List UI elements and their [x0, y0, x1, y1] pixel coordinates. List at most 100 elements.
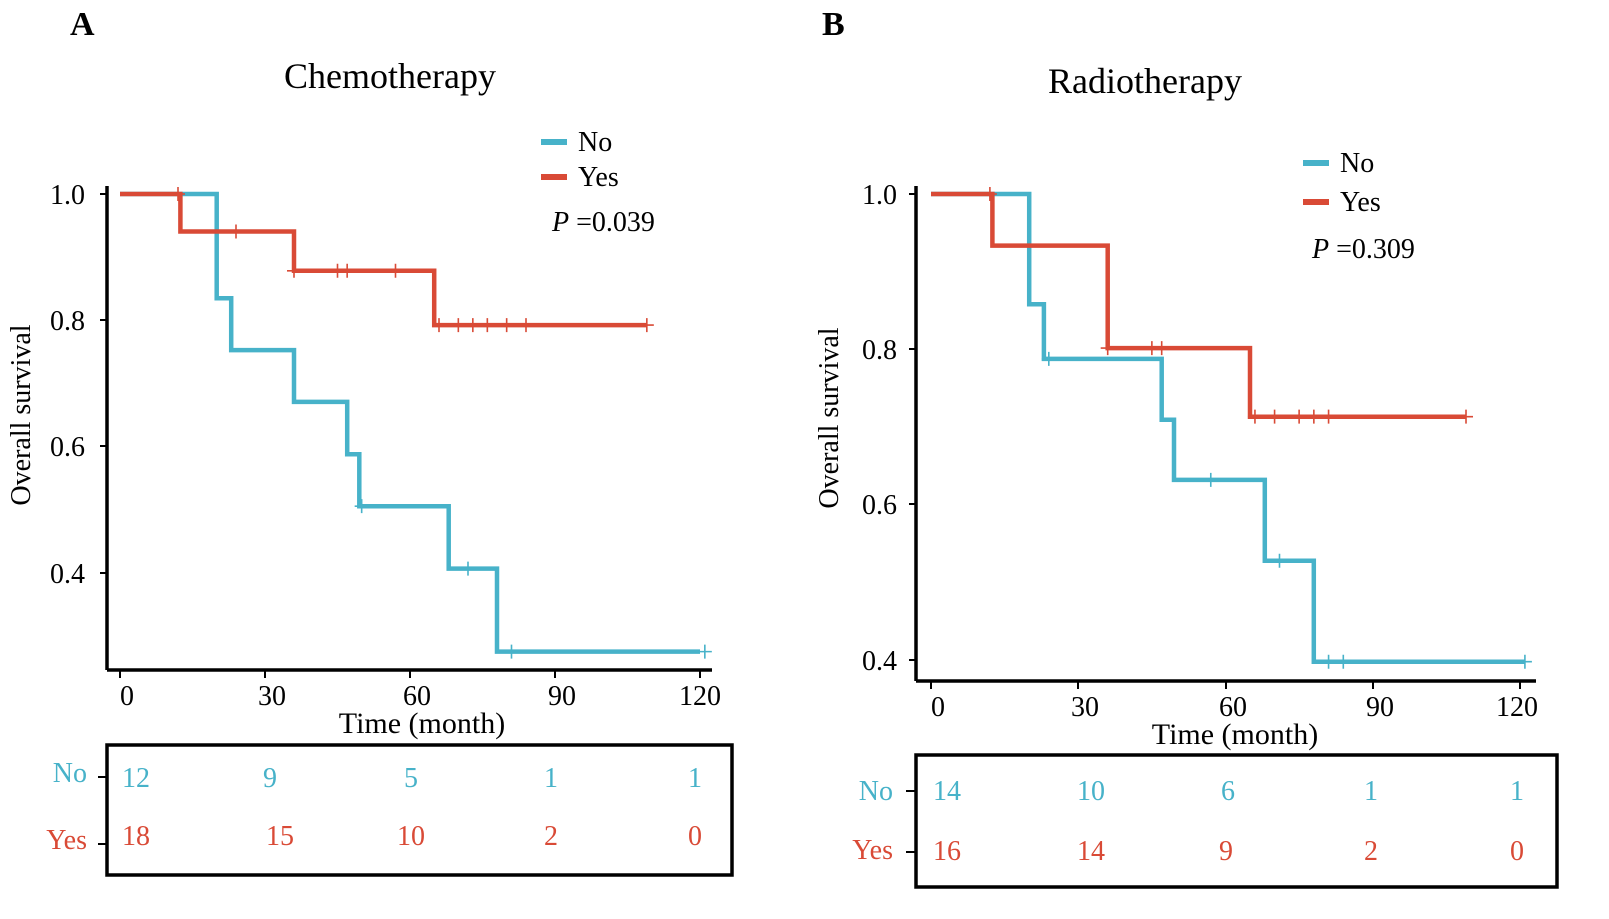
censor-mark-yes [1247, 409, 1262, 424]
risk-count: 10 [397, 821, 425, 852]
risk-count: 2 [1364, 836, 1378, 867]
y-tick-label: 0.4 [862, 646, 897, 677]
chart-title: Radiotherapy [1048, 61, 1242, 101]
censor-mark-no [504, 644, 519, 659]
censor-mark-yes [432, 318, 446, 333]
panel-a: A Chemotherapy Overall survival 0.4 0.6 … [6, 6, 734, 877]
survival-curve-yes [120, 191, 647, 328]
censor-mark-no [1041, 351, 1056, 366]
risk-count: 12 [122, 763, 150, 794]
x-tick-label: 120 [679, 681, 721, 712]
risk-row-label-yes: Yes [852, 835, 893, 866]
y-tick-label: 1.0 [862, 180, 897, 211]
x-tick-label: 120 [1496, 692, 1538, 723]
risk-count: 1 [1364, 776, 1378, 807]
censor-mark-yes [519, 318, 533, 333]
censor-mark-yes [1100, 341, 1115, 356]
x-tick-label: 90 [1366, 692, 1394, 723]
risk-count: 14 [933, 776, 961, 807]
x-tick-label: 0 [931, 692, 945, 723]
censor-mark-yes [229, 224, 243, 239]
censor-mark-no [1517, 654, 1532, 669]
risk-count: 0 [688, 821, 702, 852]
x-tick-label: 30 [258, 681, 286, 712]
risk-row-label-no: No [859, 776, 893, 807]
risk-count: 1 [688, 763, 702, 794]
risk-count: 5 [404, 763, 418, 794]
censor-mark-yes [1292, 409, 1307, 424]
chart-title: Chemotherapy [284, 56, 496, 96]
risk-count: 15 [266, 821, 294, 852]
y-tick-label: 0.6 [50, 432, 85, 463]
censor-mark-no [1321, 654, 1336, 669]
censor-mark-yes [340, 263, 355, 278]
censor-mark-yes [1154, 341, 1169, 356]
x-ticks [119, 670, 701, 678]
legend: No Yes [541, 127, 619, 193]
x-tick-label: 90 [548, 681, 576, 712]
p-value: P =0.309 [1311, 234, 1415, 265]
panel-label: B [822, 6, 845, 43]
censor-mark-no [697, 644, 712, 659]
censor-mark-yes [982, 187, 997, 201]
x-tick-labels: 0 30 60 90 120 [120, 681, 721, 712]
x-tick-label: 30 [1071, 692, 1099, 723]
x-axis-label: Time (month) [339, 707, 505, 740]
risk-count: 18 [122, 821, 150, 852]
y-axis-label: Overall survival [814, 327, 845, 508]
x-tick-label: 0 [120, 681, 134, 712]
censor-mark-no [1336, 654, 1351, 669]
survival-curve-no [120, 191, 700, 654]
risk-count: 6 [1221, 776, 1235, 807]
censor-mark-yes [171, 187, 185, 201]
legend-label-yes: Yes [1340, 187, 1381, 218]
x-tick-labels: 0 30 60 90 120 [931, 692, 1538, 723]
survival-curve-yes [931, 191, 1466, 419]
panel-b: B Radiotherapy Overall survival 0.4 0.6 … [814, 6, 1559, 889]
risk-count: 0 [1510, 836, 1524, 867]
risk-table: No Yes 12 9 5 1 1 18 15 10 2 0 [46, 743, 734, 877]
survival-curve-no [931, 191, 1525, 664]
p-value: P =0.039 [551, 207, 655, 238]
censor-mark-no [1203, 472, 1218, 487]
censor-mark-yes [388, 263, 403, 278]
risk-count: 9 [1219, 836, 1233, 867]
y-tick-label: 0.8 [862, 335, 897, 366]
x-tick-label: 60 [1219, 692, 1247, 723]
censor-mark-yes [480, 318, 495, 333]
legend-label-no: No [1340, 148, 1374, 179]
y-tick-label: 0.6 [862, 490, 897, 521]
risk-count: 16 [933, 836, 961, 867]
x-tick-label: 60 [403, 681, 431, 712]
risk-count: 10 [1077, 776, 1105, 807]
plot-area [931, 187, 1532, 669]
risk-count: 1 [544, 763, 558, 794]
y-tick-labels: 0.4 0.6 0.8 1.0 [862, 180, 897, 677]
censor-mark-yes [451, 318, 466, 333]
censor-mark-yes [1267, 409, 1282, 424]
censor-mark-yes [287, 263, 301, 278]
x-ticks [930, 681, 1521, 689]
risk-table-box [914, 753, 1559, 889]
panel-label: A [70, 6, 95, 43]
censor-mark-yes [465, 318, 480, 333]
censor-mark-yes [1459, 409, 1474, 424]
plot-area [120, 187, 712, 659]
risk-row-label-no: No [53, 758, 87, 789]
y-tick-labels: 0.4 0.6 0.8 1.0 [50, 180, 85, 590]
censor-mark-yes [499, 318, 514, 333]
risk-row-label-yes: Yes [46, 825, 87, 856]
risk-count: 9 [263, 763, 277, 794]
censor-mark-yes [1321, 409, 1336, 424]
legend-label-no: No [578, 127, 612, 158]
censor-mark-no [354, 499, 369, 514]
legend: No Yes [1303, 148, 1381, 218]
x-axis-label: Time (month) [1152, 718, 1318, 751]
censor-mark-no [1272, 553, 1287, 568]
legend-label-yes: Yes [578, 162, 619, 193]
risk-table-box [105, 743, 734, 877]
y-axis-label: Overall survival [6, 324, 37, 505]
y-tick-label: 0.4 [50, 559, 85, 590]
risk-count: 2 [544, 821, 558, 852]
